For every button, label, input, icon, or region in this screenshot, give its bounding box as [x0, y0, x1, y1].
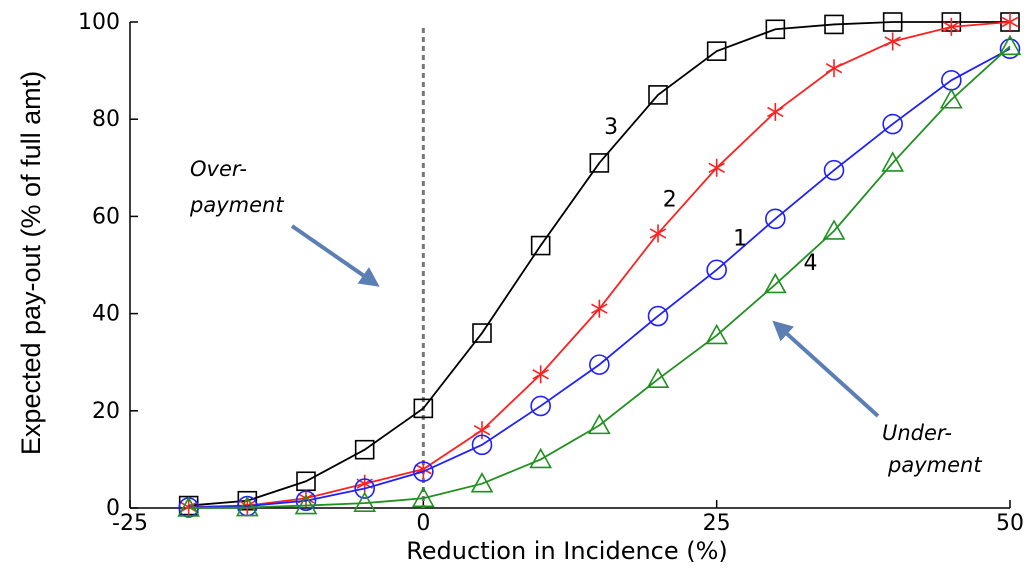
annotation-over-payment: Over-payment: [189, 157, 284, 217]
asterisk-stroke: [767, 106, 784, 118]
y-tick-label: 0: [106, 496, 120, 521]
data-point-square: [648, 85, 668, 105]
data-point-triangle: [705, 323, 729, 345]
annotation-line: payment: [189, 193, 284, 217]
data-point-triangle: [235, 495, 259, 517]
data-point-square: [413, 398, 434, 419]
data-point-asterisk: [943, 17, 960, 36]
x-axis-label: Reduction in Incidence (%): [406, 537, 728, 565]
annotation-line: payment: [887, 453, 982, 477]
data-point-circle: [765, 208, 786, 230]
labels: Reduction in Incidence (%) Expected pay-…: [16, 71, 982, 565]
data-point-circle: [295, 490, 317, 512]
y-tick-label: 20: [92, 399, 120, 424]
data-point-square: [354, 439, 375, 460]
series-line: [188, 21, 1010, 507]
x-tick-label: 0: [416, 511, 430, 536]
asterisk-stroke: [591, 303, 608, 314]
data-point-triangle: [294, 493, 318, 515]
data-point-square: [765, 19, 786, 40]
plot-area: [177, 12, 1022, 518]
y-tick-label: 40: [92, 302, 120, 327]
data-point-asterisk: [767, 102, 784, 121]
y-axis-label: Expected pay-out (% of full amt): [16, 71, 46, 455]
series-line: [188, 45, 1011, 509]
x-tick-label: 50: [996, 511, 1024, 536]
data-point-triangle: [881, 151, 905, 172]
series-1: [178, 38, 1021, 518]
data-point-triangle: [998, 34, 1022, 56]
data-point-asterisk: [591, 299, 608, 318]
series-line: [188, 47, 1011, 509]
asterisk-stroke: [473, 425, 491, 436]
annotation-line: Under-: [882, 421, 952, 445]
data-point-circle: [647, 305, 669, 327]
x-tick-label: -25: [112, 511, 148, 536]
arrow-under-payment: [772, 320, 880, 418]
annotation-under-payment: Under-payment: [882, 421, 982, 477]
data-point-circle: [882, 113, 903, 135]
asterisk-stroke: [708, 162, 725, 173]
asterisk-stroke: [943, 21, 960, 33]
y-tick-label: 60: [92, 204, 120, 229]
data-point-asterisk: [473, 421, 491, 440]
asterisk-stroke: [884, 36, 901, 47]
data-point-square: [824, 14, 844, 35]
data-point-square: [589, 153, 610, 173]
data-point-triangle: [939, 88, 963, 109]
data-point-circle: [823, 159, 845, 181]
asterisk-stroke: [649, 228, 667, 239]
curve-label: 2: [663, 188, 677, 213]
data-point-asterisk: [1001, 13, 1019, 31]
data-point-triangle: [411, 486, 435, 508]
data-point-circle: [530, 395, 551, 417]
asterisk-stroke: [532, 369, 549, 380]
data-point-circle: [999, 38, 1021, 60]
data-point-asterisk: [649, 224, 667, 243]
asterisk-stroke: [825, 62, 843, 74]
data-point-asterisk: [708, 158, 725, 177]
data-point-square: [706, 41, 727, 61]
data-point-asterisk: [884, 32, 901, 51]
curve-label: 4: [804, 251, 818, 276]
y-tick-label: 80: [92, 107, 120, 132]
data-point-square: [472, 323, 492, 343]
curve-label: 3: [604, 115, 618, 140]
data-point-triangle: [470, 472, 494, 493]
data-point-triangle: [646, 367, 670, 389]
data-point-circle: [354, 478, 375, 499]
asterisk-stroke: [415, 463, 432, 475]
data-point-square: [882, 12, 903, 32]
data-point-circle: [706, 259, 727, 281]
arrow-over-payment: [290, 224, 380, 287]
data-point-triangle: [177, 496, 201, 517]
data-point-circle: [471, 434, 493, 456]
annotation-line: Over-: [190, 157, 247, 181]
data-point-triangle: [353, 491, 377, 512]
asterisk-stroke: [1001, 16, 1019, 28]
data-point-circle: [413, 461, 434, 482]
data-point-circle: [589, 354, 610, 375]
data-point-asterisk: [532, 365, 549, 384]
series-4: [177, 34, 1022, 517]
data-point-triangle: [822, 219, 846, 240]
curve-label: 1: [733, 227, 747, 252]
data-point-triangle: [587, 413, 611, 435]
y-tick-label: 100: [78, 10, 120, 35]
data-point-square: [530, 235, 551, 256]
data-point-asterisk: [415, 460, 432, 479]
data-point-asterisk: [825, 59, 843, 78]
x-tick-label: 25: [703, 511, 731, 536]
data-point-triangle: [763, 272, 787, 294]
data-point-triangle: [529, 447, 553, 469]
